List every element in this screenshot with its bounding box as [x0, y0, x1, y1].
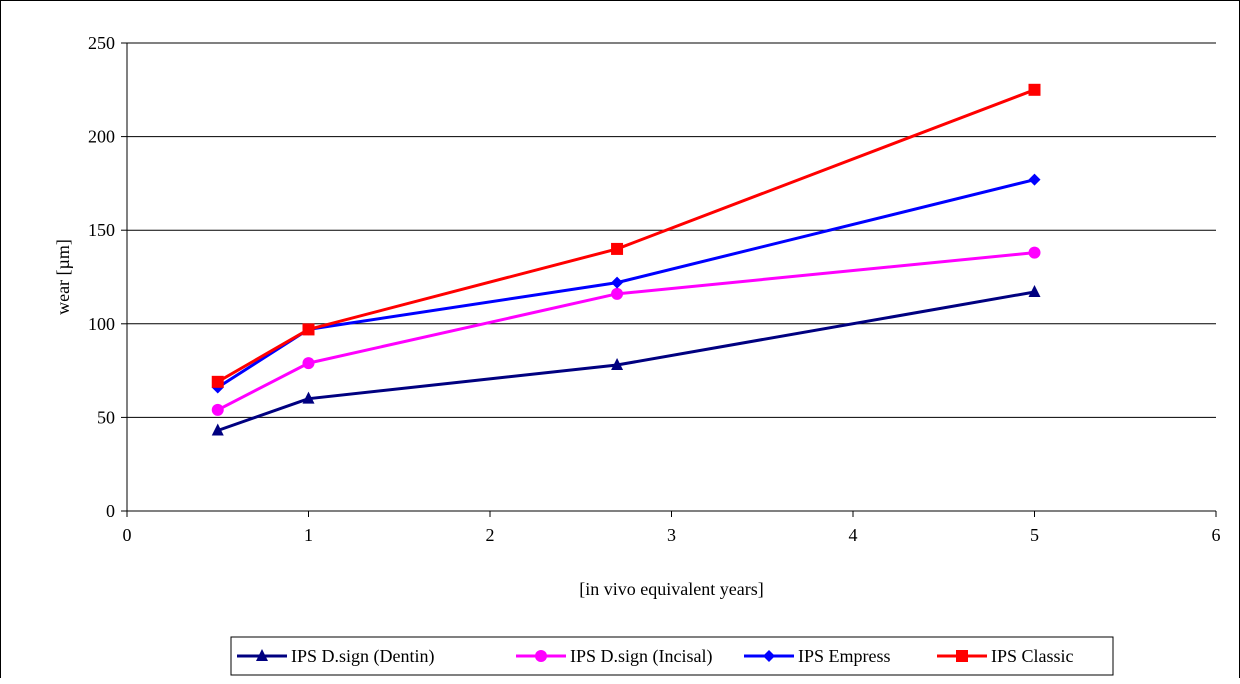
legend-label: IPS D.sign (Incisal)	[570, 646, 713, 667]
data-point	[611, 287, 624, 300]
data-point	[1028, 173, 1041, 186]
data-point	[611, 357, 624, 370]
x-tick-label: 2	[486, 525, 495, 545]
legend-swatch-marker	[956, 650, 968, 662]
x-tick-label: 5	[1030, 525, 1039, 545]
y-axis-label: wear [µm]	[53, 239, 73, 315]
ticks: 0 50 100 150 200 250 0 1 2 3 4 5 6	[88, 33, 1221, 545]
data-point	[1028, 246, 1041, 259]
legend-entry-2: IPS Empress	[744, 646, 891, 666]
series-line	[216, 88, 1036, 384]
data-point	[302, 391, 315, 404]
x-tick-label: 1	[304, 525, 313, 545]
data-point	[302, 323, 315, 336]
series-line	[217, 251, 1035, 412]
series-1	[211, 246, 1041, 416]
series-0	[211, 284, 1041, 436]
legend-label: IPS D.sign (Dentin)	[291, 646, 435, 667]
series-line	[217, 290, 1035, 432]
data-point	[1028, 284, 1041, 297]
data-point	[1028, 83, 1041, 96]
data-point	[611, 276, 624, 289]
x-tick-label: 4	[849, 525, 858, 545]
gridlines	[127, 42, 1216, 418]
legend-swatch-marker	[256, 649, 268, 661]
x-axis-label: [in vivo equivalent years]	[579, 579, 763, 599]
series-3	[211, 83, 1041, 388]
legend-entry-3: IPS Classic	[937, 646, 1074, 666]
data-point	[611, 242, 624, 255]
x-tick-label: 3	[667, 525, 676, 545]
data-point	[211, 403, 224, 416]
legend-label: IPS Classic	[991, 646, 1074, 666]
series-2	[211, 173, 1041, 394]
y-tick-label: 150	[88, 220, 115, 240]
legend-entry-0: IPS D.sign (Dentin)	[237, 646, 435, 667]
legend-swatch-marker	[535, 650, 547, 662]
legend-swatch-marker	[763, 650, 775, 662]
x-tick-label: 0	[123, 525, 132, 545]
y-tick-label: 100	[88, 314, 115, 334]
series	[211, 83, 1041, 436]
y-tick-label: 250	[88, 33, 115, 53]
y-tick-label: 0	[106, 501, 115, 521]
y-tick-label: 50	[97, 407, 115, 427]
series-line	[216, 178, 1035, 389]
x-tick-label: 6	[1212, 525, 1221, 545]
data-point	[302, 357, 315, 370]
data-point	[211, 423, 224, 436]
axes	[126, 43, 1216, 512]
y-tick-label: 200	[88, 127, 115, 147]
legend-label: IPS Empress	[798, 646, 891, 666]
legend-entry-1: IPS D.sign (Incisal)	[516, 646, 713, 667]
data-point	[211, 375, 224, 388]
legend: IPS D.sign (Dentin) IPS D.sign (Incisal) I…	[230, 636, 1114, 676]
